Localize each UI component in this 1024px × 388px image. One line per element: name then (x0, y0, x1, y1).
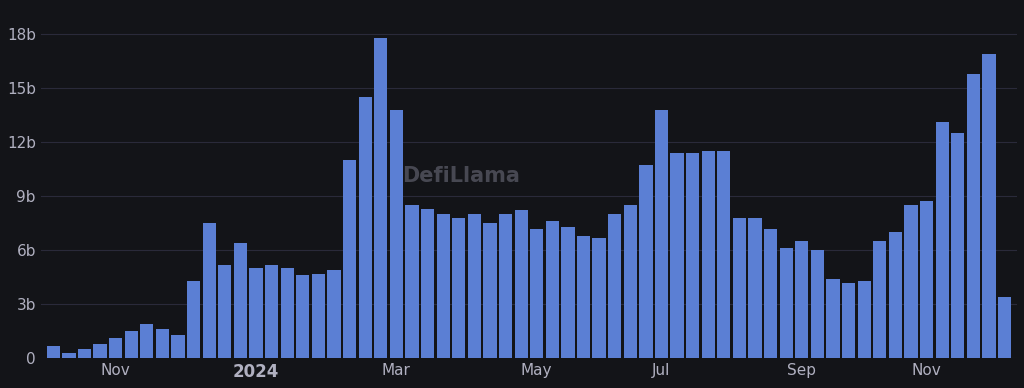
Bar (796, 241, 809, 358)
Bar (904, 205, 918, 358)
Bar (701, 151, 715, 358)
Bar (733, 218, 746, 358)
Bar (826, 279, 840, 358)
Bar (140, 324, 154, 358)
Bar (873, 241, 887, 358)
Bar (717, 151, 730, 358)
Bar (951, 133, 965, 358)
Bar (561, 227, 574, 358)
Bar (546, 221, 559, 358)
Bar (764, 229, 777, 358)
Bar (109, 338, 122, 358)
Bar (250, 268, 262, 358)
Bar (593, 237, 606, 358)
Bar (265, 265, 279, 358)
Bar (93, 344, 106, 358)
Bar (811, 250, 824, 358)
Bar (514, 210, 527, 358)
Bar (468, 214, 481, 358)
Bar (203, 223, 216, 358)
Bar (343, 160, 356, 358)
Bar (857, 281, 870, 358)
Bar (358, 97, 372, 358)
Bar (998, 297, 1012, 358)
Bar (436, 214, 450, 358)
Bar (920, 201, 933, 358)
Bar (499, 214, 512, 358)
Bar (655, 110, 668, 358)
Bar (233, 243, 247, 358)
Bar (982, 54, 995, 358)
Bar (218, 265, 231, 358)
Bar (624, 205, 637, 358)
Bar (171, 335, 184, 358)
Bar (296, 275, 309, 358)
Bar (608, 214, 622, 358)
Bar (47, 346, 60, 358)
Bar (156, 329, 169, 358)
Bar (639, 165, 652, 358)
Bar (889, 232, 902, 358)
Bar (421, 209, 434, 358)
Bar (328, 270, 341, 358)
Bar (406, 205, 419, 358)
Bar (967, 74, 980, 358)
Bar (936, 122, 949, 358)
Bar (281, 268, 294, 358)
Bar (842, 282, 855, 358)
Bar (390, 110, 403, 358)
Bar (311, 274, 325, 358)
Bar (686, 153, 699, 358)
Bar (78, 349, 91, 358)
Bar (779, 248, 793, 358)
Bar (671, 153, 684, 358)
Bar (577, 236, 590, 358)
Bar (125, 331, 138, 358)
Text: DefiLlama: DefiLlama (401, 166, 519, 185)
Bar (530, 229, 544, 358)
Bar (187, 281, 201, 358)
Bar (374, 38, 387, 358)
Bar (453, 218, 465, 358)
Bar (749, 218, 762, 358)
Bar (62, 353, 76, 358)
Bar (483, 223, 497, 358)
